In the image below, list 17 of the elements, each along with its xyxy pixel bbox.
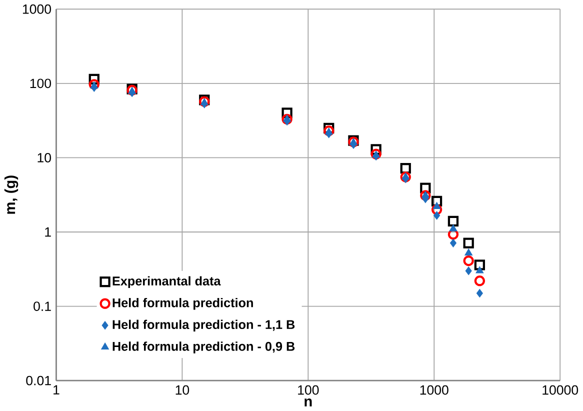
y-tick-label: 1 [45, 228, 51, 237]
x-tick-label: 10000 [542, 385, 578, 395]
y-axis-title: m, (g) [4, 176, 18, 214]
x-tick-label: 10 [176, 385, 190, 395]
y-tick-label: 0.01 [26, 376, 51, 386]
legend-label: Held formula prediction [112, 298, 253, 310]
legend-label: Held formula prediction - 0,9 B [112, 342, 295, 354]
x-axis-title: n [304, 398, 312, 406]
x-tick-label: 100 [298, 385, 319, 395]
x-tick-label: 1000 [420, 385, 448, 395]
x-tick-label: 1 [54, 385, 60, 395]
y-tick-label: 10 [38, 153, 52, 163]
legend-label: Held formula prediction - 1,1 B [112, 320, 295, 332]
legend-label: Experimantal data [112, 276, 221, 288]
y-tick-label: 0.1 [34, 302, 51, 312]
y-tick-label: 1000 [22, 4, 52, 14]
y-tick-label: 100 [30, 78, 52, 88]
